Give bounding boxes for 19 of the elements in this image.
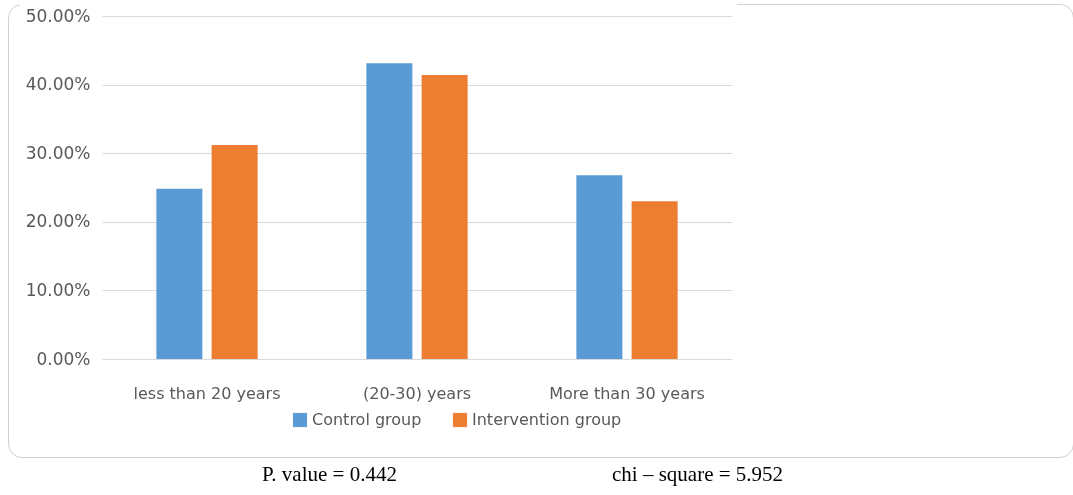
y-tick-label: 10.00%	[25, 279, 91, 300]
x-tick-label: (20-30) years	[362, 383, 472, 403]
bar	[631, 201, 678, 359]
bar	[421, 75, 468, 359]
x-tick-label: less than 20 years	[133, 383, 281, 403]
y-tick-label: 40.00%	[25, 74, 91, 95]
text: P. value = 0.442	[262, 462, 397, 487]
legend-label: Control group	[312, 410, 422, 429]
bar	[576, 175, 623, 359]
y-tick-label: 30.00%	[25, 142, 91, 163]
bar	[156, 188, 203, 359]
y-tick-label: 50.00%	[25, 5, 91, 26]
bar	[366, 63, 413, 359]
legend-label: Intervention group	[472, 410, 622, 429]
y-tick-label: 0.00%	[36, 348, 91, 369]
text: chi – square = 5.952	[612, 462, 784, 487]
x-tick-label: More than 30 years	[549, 383, 705, 403]
bar	[211, 144, 258, 359]
y-tick-label: 20.00%	[25, 211, 91, 232]
